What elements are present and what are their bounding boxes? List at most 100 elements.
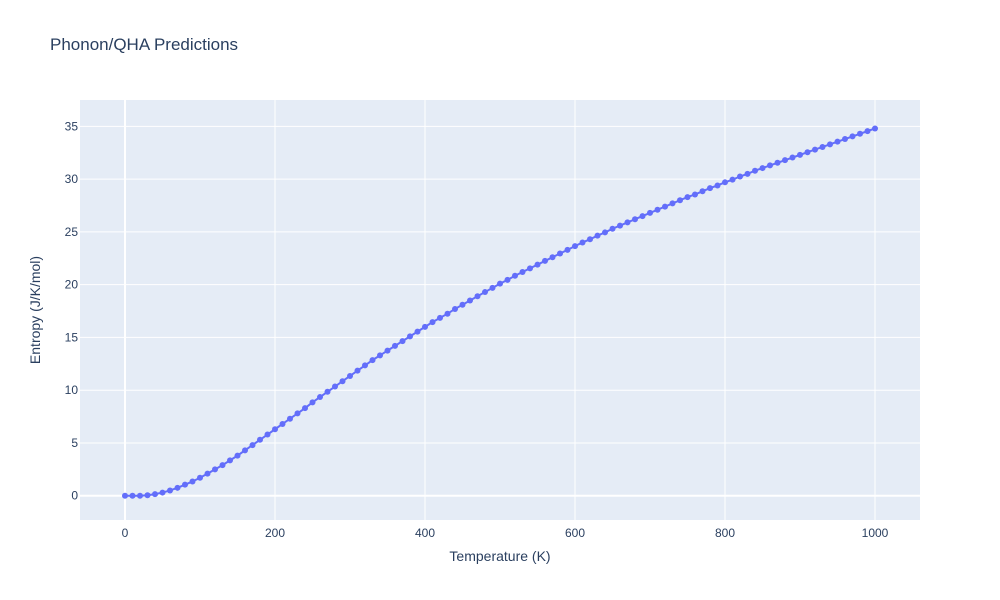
data-point[interactable] [609, 225, 616, 232]
data-point[interactable] [519, 269, 526, 276]
data-point[interactable] [504, 276, 511, 283]
data-point[interactable] [377, 352, 383, 359]
data-point[interactable] [669, 200, 676, 207]
data-point[interactable] [744, 170, 751, 177]
data-point[interactable] [459, 301, 466, 308]
data-point[interactable] [384, 347, 391, 354]
data-point[interactable] [872, 125, 878, 132]
data-point[interactable] [219, 462, 226, 469]
data-point[interactable] [137, 492, 143, 499]
data-point[interactable] [512, 272, 518, 279]
data-point[interactable] [399, 338, 406, 345]
data-point[interactable] [497, 280, 503, 287]
data-point[interactable] [429, 319, 436, 326]
data-point[interactable] [129, 492, 136, 499]
data-point[interactable] [249, 442, 256, 449]
data-point[interactable] [639, 213, 646, 220]
data-point[interactable] [834, 138, 841, 145]
data-point[interactable] [152, 491, 158, 498]
data-point[interactable] [167, 487, 173, 494]
data-point[interactable] [587, 236, 593, 243]
data-point[interactable] [849, 133, 856, 140]
data-point[interactable] [617, 222, 623, 229]
data-point[interactable] [737, 173, 743, 180]
data-point[interactable] [692, 191, 698, 198]
data-point[interactable] [647, 209, 653, 216]
data-point[interactable] [819, 143, 826, 150]
data-point[interactable] [602, 229, 608, 236]
data-point[interactable] [857, 130, 863, 137]
data-point[interactable] [264, 431, 271, 438]
data-point[interactable] [242, 447, 248, 454]
data-point[interactable] [699, 188, 706, 195]
data-point[interactable] [594, 232, 601, 239]
data-point[interactable] [549, 254, 556, 261]
data-point[interactable] [324, 388, 331, 395]
data-point[interactable] [174, 484, 181, 491]
data-point[interactable] [407, 333, 413, 340]
data-point[interactable] [729, 176, 736, 183]
data-point[interactable] [767, 162, 773, 169]
data-point[interactable] [369, 357, 376, 364]
data-point[interactable] [564, 246, 571, 253]
data-point[interactable] [624, 219, 631, 226]
data-point[interactable] [662, 203, 668, 210]
data-point[interactable] [774, 159, 781, 166]
data-point[interactable] [422, 323, 428, 330]
data-point[interactable] [182, 481, 188, 488]
data-point[interactable] [707, 185, 713, 192]
data-point[interactable] [489, 284, 496, 291]
data-point[interactable] [392, 342, 398, 349]
data-point[interactable] [354, 367, 361, 374]
data-point[interactable] [444, 310, 451, 317]
data-point[interactable] [189, 478, 196, 485]
data-point[interactable] [272, 426, 278, 433]
data-point[interactable] [287, 415, 293, 422]
data-point[interactable] [437, 314, 443, 321]
data-point[interactable] [632, 216, 638, 223]
data-point[interactable] [827, 141, 833, 148]
data-point[interactable] [812, 146, 818, 153]
data-point[interactable] [579, 239, 586, 246]
data-point[interactable] [257, 436, 263, 443]
data-point[interactable] [482, 289, 488, 296]
data-point[interactable] [317, 394, 323, 401]
data-point[interactable] [212, 466, 218, 473]
data-point[interactable] [557, 250, 563, 257]
data-point[interactable] [527, 265, 533, 272]
data-point[interactable] [159, 489, 166, 496]
data-point[interactable] [542, 257, 548, 264]
data-point[interactable] [864, 128, 871, 135]
data-point[interactable] [302, 405, 308, 412]
data-point[interactable] [797, 151, 803, 158]
data-point[interactable] [227, 457, 233, 464]
data-point[interactable] [572, 243, 578, 250]
data-point[interactable] [534, 261, 541, 268]
data-point[interactable] [332, 383, 338, 390]
data-point[interactable] [309, 399, 316, 406]
data-point[interactable] [789, 154, 796, 161]
data-point[interactable] [804, 149, 811, 156]
data-point[interactable] [782, 157, 788, 164]
data-point[interactable] [684, 194, 691, 201]
data-point[interactable] [122, 492, 128, 499]
data-point[interactable] [197, 474, 203, 481]
data-point[interactable] [362, 362, 368, 369]
data-point[interactable] [714, 182, 721, 189]
data-point[interactable] [467, 297, 473, 304]
data-point[interactable] [339, 378, 346, 385]
data-point[interactable] [759, 165, 766, 172]
data-point[interactable] [842, 136, 848, 143]
data-point[interactable] [234, 452, 241, 459]
data-point[interactable] [752, 167, 758, 174]
data-point[interactable] [474, 293, 481, 300]
data-point[interactable] [677, 197, 683, 204]
data-point[interactable] [144, 492, 151, 499]
data-point[interactable] [654, 206, 661, 213]
data-point[interactable] [294, 410, 301, 417]
data-point[interactable] [452, 305, 458, 312]
data-point[interactable] [279, 420, 286, 427]
data-point[interactable] [414, 328, 421, 335]
data-point[interactable] [347, 372, 353, 379]
data-point[interactable] [722, 179, 728, 186]
